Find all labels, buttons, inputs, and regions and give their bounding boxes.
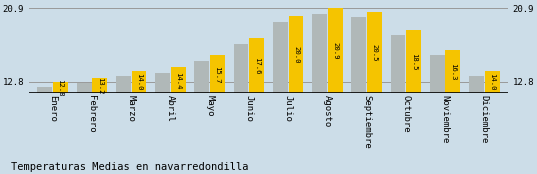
Bar xyxy=(155,73,170,93)
Text: 12.8: 12.8 xyxy=(57,79,63,96)
Text: Temperaturas Medias en navarredondilla: Temperaturas Medias en navarredondilla xyxy=(11,162,248,172)
Bar xyxy=(132,71,147,93)
Bar xyxy=(210,55,225,93)
Bar xyxy=(351,17,366,93)
Bar xyxy=(249,38,264,93)
Bar xyxy=(273,22,288,93)
Bar xyxy=(430,55,445,93)
Text: 20.0: 20.0 xyxy=(293,46,299,64)
Bar xyxy=(171,67,186,93)
Text: 16.3: 16.3 xyxy=(450,63,456,80)
Bar xyxy=(53,82,68,93)
Bar xyxy=(92,78,107,93)
Text: 20.5: 20.5 xyxy=(372,44,378,61)
Bar xyxy=(367,12,382,93)
Text: 15.7: 15.7 xyxy=(214,66,221,83)
Bar xyxy=(194,61,209,93)
Text: 14.0: 14.0 xyxy=(136,73,142,91)
Text: 13.2: 13.2 xyxy=(97,77,103,94)
Text: 14.4: 14.4 xyxy=(175,72,182,89)
Bar xyxy=(234,44,249,93)
Bar xyxy=(312,14,327,93)
Bar xyxy=(38,87,52,93)
Text: 14.0: 14.0 xyxy=(489,73,495,91)
Bar xyxy=(116,76,131,93)
Bar xyxy=(446,50,460,93)
Bar xyxy=(485,71,499,93)
Bar xyxy=(77,84,91,93)
Text: 18.5: 18.5 xyxy=(411,53,417,70)
Text: 17.6: 17.6 xyxy=(253,57,260,74)
Bar xyxy=(288,16,303,93)
Bar xyxy=(390,35,405,93)
Bar xyxy=(328,8,343,93)
Text: 20.9: 20.9 xyxy=(332,42,338,60)
Bar xyxy=(469,76,484,93)
Bar xyxy=(406,30,421,93)
